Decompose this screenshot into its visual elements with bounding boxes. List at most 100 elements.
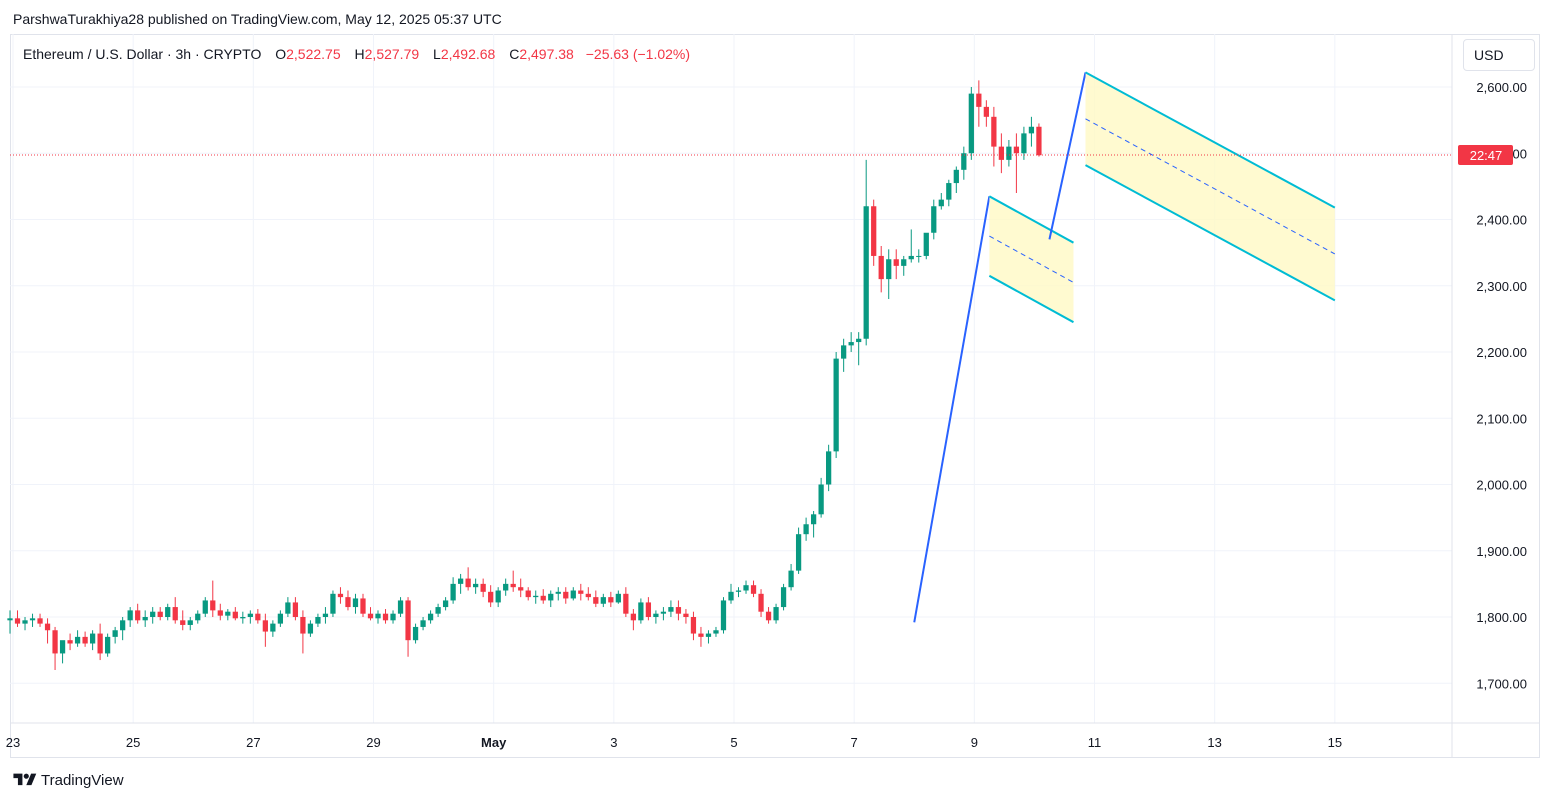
- candle-body: [59, 640, 66, 654]
- trendline: [913, 196, 991, 623]
- candle-body: [390, 613, 396, 621]
- price-axis-label: 1,700.00: [1476, 676, 1527, 691]
- candle-body: [412, 626, 419, 641]
- candle-body: [210, 600, 216, 611]
- time-axis-label: 25: [126, 735, 140, 750]
- candle-body: [1006, 146, 1012, 160]
- chart-drawings: [913, 71, 1336, 623]
- candle-body: [67, 640, 73, 644]
- candle-body: [938, 199, 944, 207]
- candle-body: [135, 610, 141, 621]
- candle-body: [352, 598, 359, 608]
- candle-body: [841, 345, 847, 359]
- channel-median-line: [989, 235, 1074, 283]
- candle-body: [660, 611, 667, 614]
- candle-body: [795, 534, 802, 571]
- candle-body: [503, 583, 509, 591]
- candle-body: [465, 578, 471, 588]
- high-key: H: [354, 46, 365, 62]
- candle-body: [856, 338, 862, 343]
- candle-body: [953, 169, 959, 184]
- candle-body: [435, 607, 441, 614]
- candle-body: [788, 570, 794, 588]
- candle-body: [360, 598, 366, 614]
- currency-button[interactable]: USD: [1463, 39, 1535, 71]
- time-axis-label: 9: [971, 735, 978, 750]
- candle-body: [37, 618, 43, 624]
- candle-body: [946, 183, 952, 200]
- close-value: 2,497.38: [519, 46, 574, 62]
- time-axis-label: 29: [366, 735, 380, 750]
- candle-body: [337, 593, 344, 598]
- candle-body: [232, 611, 238, 619]
- candle-body: [1013, 146, 1020, 154]
- candle-body: [668, 607, 674, 612]
- candle-body: [105, 636, 111, 654]
- candle-body: [488, 591, 494, 603]
- price-axis-label: 2,600.00: [1476, 80, 1527, 95]
- candle-body: [518, 587, 524, 591]
- candle-body: [322, 613, 329, 617]
- chart-frame: [10, 34, 1540, 758]
- candle-body: [886, 259, 892, 280]
- candle-body: [180, 620, 186, 625]
- price-axis-label: 2,000.00: [1476, 478, 1527, 493]
- time-axis: 23 25 27 29 May 3 5 7 9 11 13 15: [6, 735, 1342, 750]
- candle-body: [442, 600, 449, 608]
- candle-body: [780, 587, 787, 608]
- candle-body: [44, 623, 51, 631]
- candle-body: [270, 623, 276, 632]
- candle-body: [728, 591, 734, 601]
- candle-body: [187, 620, 193, 625]
- open-value: 2,522.75: [286, 46, 341, 62]
- price-axis-label: 1,800.00: [1476, 610, 1527, 625]
- candle-body: [623, 593, 629, 614]
- tradingview-logo[interactable]: TradingView: [13, 771, 124, 789]
- price-axis-label: 1,900.00: [1476, 544, 1527, 559]
- channel-fill: [1085, 72, 1335, 301]
- candle-body: [638, 602, 644, 621]
- time-axis-label: 15: [1328, 735, 1342, 750]
- candle-body: [345, 597, 351, 608]
- candle-body: [112, 630, 118, 637]
- candle-body: [690, 617, 697, 634]
- candle-body: [97, 633, 103, 654]
- time-axis-label: 3: [610, 735, 617, 750]
- time-axis-label: 23: [6, 735, 20, 750]
- candle-body: [29, 618, 36, 621]
- time-axis-label: 27: [246, 735, 260, 750]
- candle-body: [810, 514, 817, 525]
- candle-body: [525, 590, 531, 598]
- chart-grid: [10, 34, 1540, 758]
- candle-body: [720, 600, 727, 631]
- time-axis-label: 7: [851, 735, 858, 750]
- candle-body: [157, 611, 163, 617]
- channel-upper-line: [1085, 71, 1336, 209]
- candle-body: [457, 578, 464, 584]
- candle-body: [578, 590, 584, 594]
- candle-body: [765, 611, 772, 621]
- candle-body: [247, 613, 253, 617]
- candle-body: [382, 613, 389, 621]
- candle-body: [202, 600, 208, 614]
- channel-lower-line: [988, 274, 1074, 324]
- candle-body: [750, 585, 757, 594]
- candle-body: [533, 595, 539, 598]
- candle-body: [931, 206, 937, 233]
- price-axis: 1,700.00 1,800.00 1,900.00 2,000.00 2,100.00…: [1476, 80, 1527, 691]
- candle-body: [427, 613, 434, 621]
- candle-body: [593, 597, 599, 604]
- low-value: 2,492.68: [440, 46, 496, 62]
- time-axis-label: 11: [1088, 735, 1102, 750]
- price-tag: 22:47: [1458, 144, 1513, 165]
- candle-body: [901, 259, 907, 266]
- symbol-legend: Ethereum / U.S. Dollar · 3h · CRYPTO O2,…: [23, 46, 690, 62]
- candle-body: [758, 593, 764, 612]
- close-key: C: [509, 46, 520, 62]
- candle-body: [968, 93, 974, 154]
- candle-body: [961, 153, 967, 170]
- time-axis-label: 13: [1207, 735, 1221, 750]
- candle-body: [713, 630, 719, 634]
- candle-body: [367, 613, 374, 619]
